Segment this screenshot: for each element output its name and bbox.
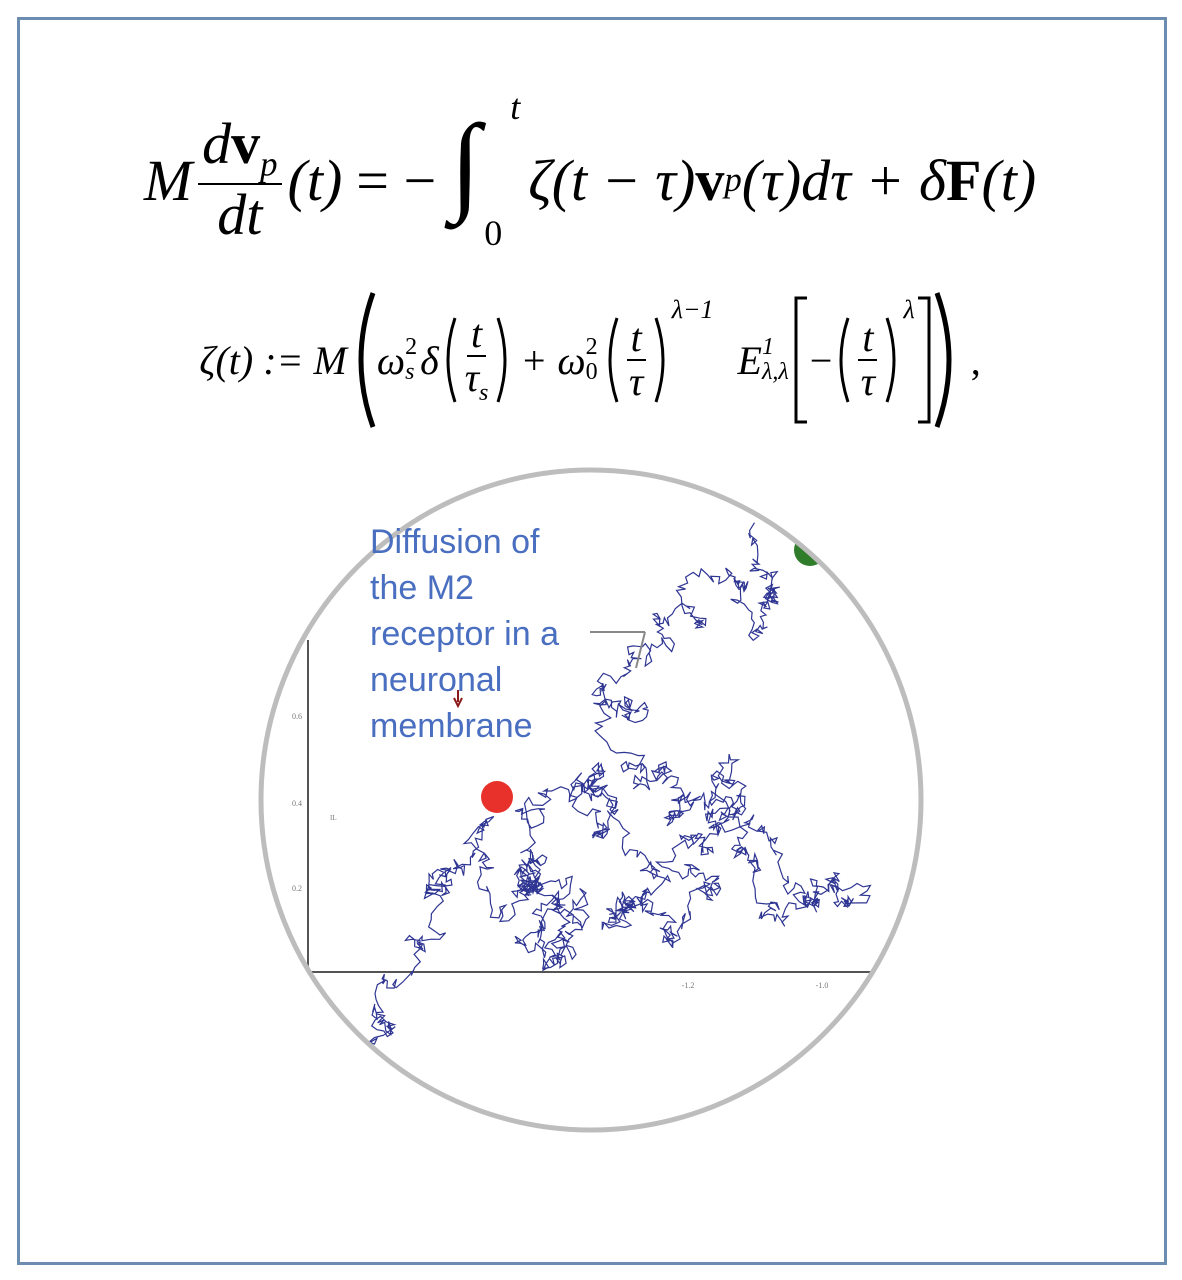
math: 0	[484, 213, 503, 253]
math: s	[479, 380, 489, 407]
math: δ	[420, 337, 439, 383]
math: M	[143, 147, 193, 213]
inset-label: IL	[330, 814, 337, 822]
paren	[496, 317, 507, 403]
math: ζ(t − τ)	[528, 147, 696, 213]
paren	[608, 317, 619, 403]
math: λ	[903, 295, 915, 324]
math: dt	[217, 182, 263, 248]
paren	[839, 317, 850, 403]
slide-frame	[17, 17, 1167, 1265]
math: ,	[970, 337, 981, 383]
math: 1	[761, 333, 774, 360]
math: τ	[464, 355, 480, 401]
math: t	[626, 317, 646, 361]
math: v	[231, 110, 261, 176]
math: s	[405, 359, 415, 385]
fraction: t τs	[465, 313, 489, 406]
math: −	[809, 337, 833, 383]
random-walk	[329, 522, 872, 1056]
annotation: membrane	[370, 707, 533, 745]
math: p	[260, 144, 278, 184]
paren	[446, 317, 457, 403]
equation-langevin: M dvp dt (t) = − ∫ t 0 ζ(t − τ) v p (τ)dτ + …	[20, 87, 1160, 265]
math: 2	[405, 333, 418, 360]
paren	[886, 317, 896, 403]
math: + ω	[520, 337, 586, 383]
bracket	[794, 296, 807, 424]
fraction: dvp dt	[198, 110, 282, 248]
start-dot	[481, 781, 513, 813]
math: τ	[628, 359, 644, 404]
annotation: the M2	[370, 569, 474, 607]
y-tick-label: 0.6	[292, 712, 302, 721]
math: t	[466, 313, 487, 358]
math: ∫	[450, 102, 481, 224]
math: (t)	[287, 147, 343, 213]
math: 0	[585, 359, 598, 385]
y-tick-label: 0.2	[292, 884, 302, 893]
paren	[358, 292, 376, 428]
callout-line	[635, 631, 646, 669]
math: t	[510, 87, 521, 127]
math: λ−1	[671, 295, 714, 324]
math: v	[695, 147, 725, 213]
math: = −	[356, 147, 437, 213]
arrow	[453, 690, 463, 709]
integral: ∫ t 0	[450, 87, 520, 260]
math: 2	[585, 333, 598, 360]
math: ζ(t) := M	[199, 337, 347, 383]
x-tick-label: -1.2	[682, 981, 695, 990]
math: d	[202, 110, 232, 176]
math: λ,λ	[761, 359, 789, 385]
math: E	[737, 337, 762, 383]
math: τ	[860, 359, 876, 404]
annotation: receptor in a	[370, 615, 559, 653]
math: p	[724, 160, 742, 199]
annotation: Diffusion of	[370, 523, 540, 561]
annotation: neuronal	[370, 661, 502, 699]
bracket	[917, 296, 931, 424]
math: t	[858, 317, 878, 361]
math: (t)	[981, 147, 1037, 213]
paren	[654, 317, 665, 403]
paren	[934, 292, 952, 428]
x-tick-label: -1.0	[816, 981, 829, 990]
math: (τ)dτ + δ	[741, 147, 946, 213]
y-tick-label: 0.4	[292, 799, 302, 808]
math: F	[946, 147, 982, 213]
math: ω	[376, 337, 406, 383]
magnifier-circle	[258, 467, 924, 1133]
